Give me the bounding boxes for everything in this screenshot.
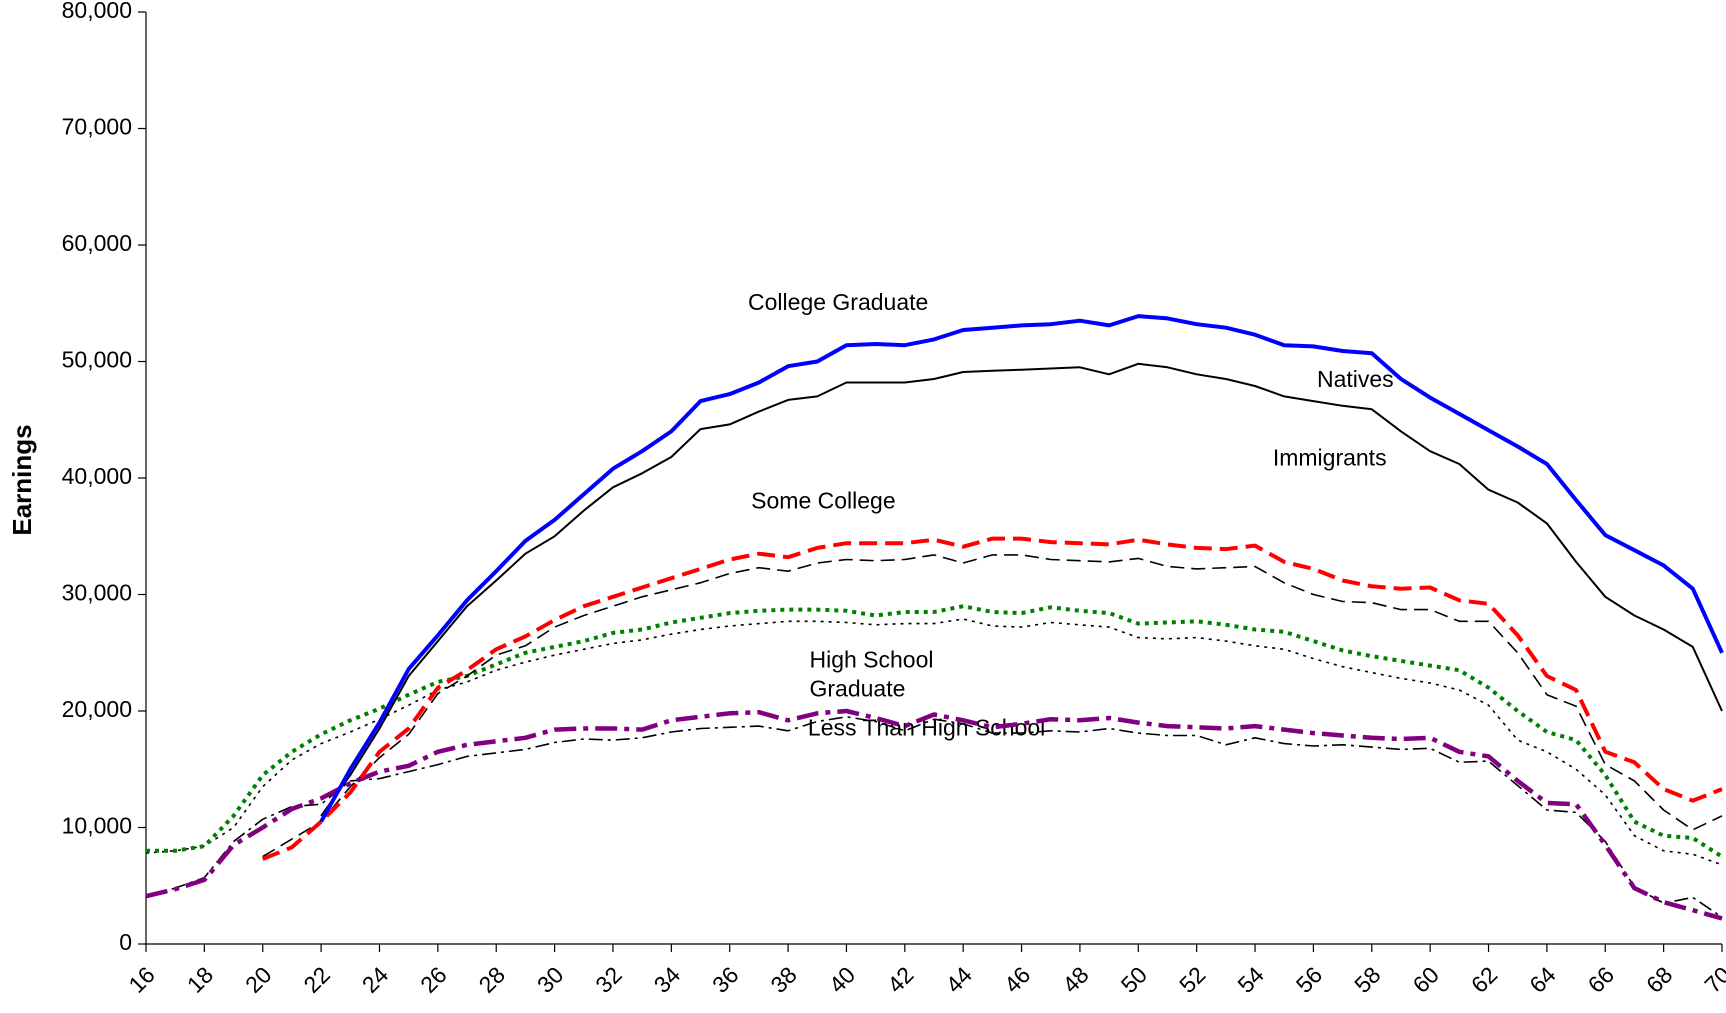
- y-tick-label: 10,000: [62, 813, 132, 839]
- x-tick-label: 34: [649, 961, 686, 998]
- x-tick-label: 46: [999, 961, 1035, 997]
- x-tick-label: 68: [1641, 961, 1677, 997]
- line-series: [145, 708, 1723, 921]
- x-tick-label: 58: [1349, 961, 1385, 997]
- x-tick-label: 30: [532, 961, 568, 997]
- x-tick-label: 16: [123, 961, 159, 997]
- x-tick-label: 32: [590, 961, 626, 997]
- x-tick-label: 64: [1524, 961, 1561, 998]
- annotation: Some College: [751, 487, 895, 513]
- x-tick-label: 42: [882, 961, 918, 997]
- x-tick-label: 24: [357, 961, 394, 998]
- annotation: College Graduate: [748, 289, 928, 315]
- x-tick-label: 48: [1057, 961, 1093, 997]
- line-series: [261, 536, 1723, 861]
- x-tick-label: 70: [1699, 961, 1726, 997]
- line-series: [145, 618, 1723, 866]
- y-tick-label: 80,000: [62, 0, 132, 23]
- x-tick-label: 22: [298, 961, 334, 997]
- y-tick-label: 50,000: [62, 347, 132, 373]
- y-tick-label: 20,000: [62, 696, 132, 722]
- x-tick-label: 44: [941, 961, 978, 998]
- annotation: High School: [809, 647, 933, 673]
- x-tick-label: 38: [765, 961, 801, 997]
- x-tick-label: 36: [707, 961, 743, 997]
- line-series: [319, 314, 1724, 823]
- x-tick-label: 62: [1466, 961, 1502, 997]
- x-tick-label: 28: [474, 961, 510, 997]
- y-tick-label: 60,000: [62, 230, 132, 256]
- y-tick-label: 70,000: [62, 114, 132, 140]
- x-tick-label: 56: [1291, 961, 1327, 997]
- x-tick-label: 20: [240, 961, 276, 997]
- line-series: [262, 554, 1723, 858]
- line-series: [320, 362, 1723, 817]
- x-tick-label: 52: [1174, 961, 1210, 997]
- y-axis-label: Earnings: [7, 424, 37, 535]
- line-series: [146, 604, 1724, 859]
- x-tick-label: 40: [824, 961, 860, 997]
- x-tick-label: 26: [415, 961, 451, 997]
- y-tick-label: 40,000: [62, 463, 132, 489]
- x-tick-label: 54: [1232, 961, 1269, 998]
- annotation: Graduate: [809, 676, 905, 702]
- x-tick-label: 66: [1583, 961, 1619, 997]
- annotation: Immigrants: [1273, 444, 1387, 470]
- x-tick-label: 60: [1407, 961, 1443, 997]
- line-series: [145, 716, 1723, 918]
- y-tick-label: 0: [119, 929, 132, 955]
- annotation: Natives: [1317, 366, 1394, 392]
- y-tick-label: 30,000: [62, 580, 132, 606]
- x-tick-label: 50: [1116, 961, 1152, 997]
- x-tick-label: 18: [182, 961, 218, 997]
